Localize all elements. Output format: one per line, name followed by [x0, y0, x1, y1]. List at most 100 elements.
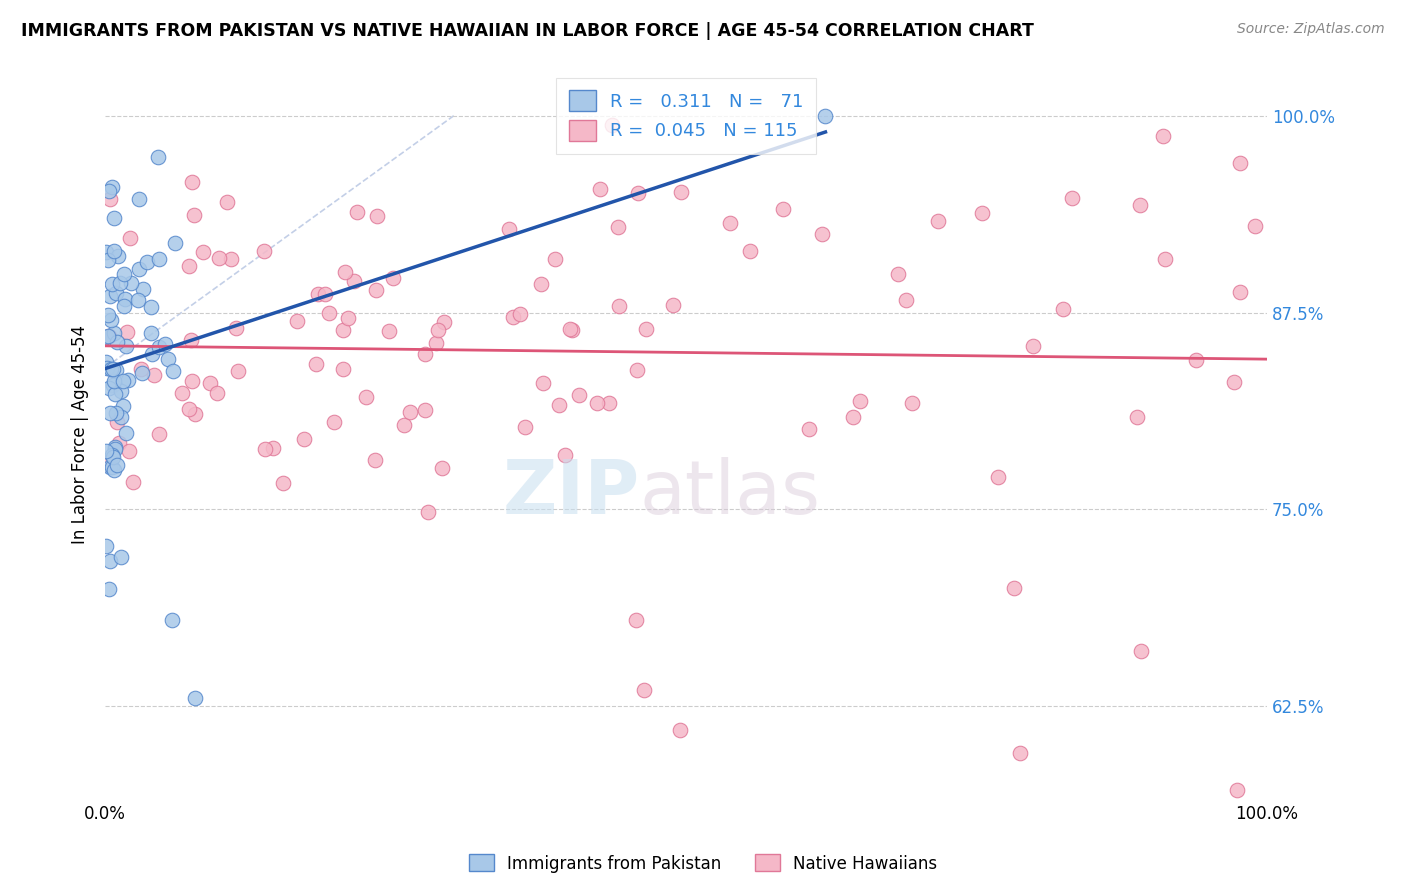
Point [131, 366, 153, 380]
Point [191, 244, 214, 259]
Point [718, 216, 741, 230]
Point [177, 402, 200, 417]
Y-axis label: In Labor Force | Age 45-54: In Labor Force | Age 45-54 [72, 325, 89, 544]
Point [97, 381, 120, 395]
Point [219, 252, 242, 267]
Point [96, 443, 118, 458]
Point [560, 323, 582, 337]
Point [433, 315, 456, 329]
Point [110, 549, 132, 564]
Point [1125, 410, 1147, 425]
Point [118, 230, 141, 244]
Point [606, 219, 628, 234]
Point [163, 235, 186, 250]
Point [207, 386, 229, 401]
Point [381, 270, 404, 285]
Point [148, 252, 170, 266]
Point [103, 362, 125, 376]
Point [662, 298, 685, 312]
Point [253, 244, 276, 259]
Point [96, 360, 118, 375]
Point [515, 420, 537, 434]
Point [1129, 198, 1152, 212]
Point [183, 208, 205, 222]
Point [547, 398, 569, 412]
Point [180, 175, 202, 189]
Point [333, 265, 356, 279]
Point [585, 395, 607, 409]
Point [271, 476, 294, 491]
Point [96, 355, 118, 369]
Point [332, 323, 354, 337]
Point [354, 390, 377, 404]
Point [141, 347, 163, 361]
Point [607, 299, 630, 313]
Point [927, 213, 949, 227]
Point [634, 322, 657, 336]
Point [254, 442, 277, 457]
Point [740, 244, 762, 258]
Point [366, 209, 388, 223]
Point [1130, 644, 1153, 658]
Point [509, 307, 531, 321]
Point [148, 340, 170, 354]
Point [110, 384, 132, 398]
Point [101, 450, 124, 464]
Point [567, 388, 589, 402]
Point [103, 211, 125, 225]
Legend: Immigrants from Pakistan, Native Hawaiians: Immigrants from Pakistan, Native Hawaiia… [463, 847, 943, 880]
Point [425, 335, 447, 350]
Point [198, 376, 221, 390]
Point [107, 415, 129, 429]
Point [364, 283, 387, 297]
Point [98, 460, 121, 475]
Point [624, 613, 647, 627]
Point [848, 394, 870, 409]
Point [100, 277, 122, 291]
Point [104, 440, 127, 454]
Point [184, 408, 207, 422]
Point [901, 395, 924, 409]
Point [323, 416, 346, 430]
Point [217, 195, 239, 210]
Point [96, 329, 118, 343]
Point [105, 334, 128, 349]
Point [115, 338, 138, 352]
Point [633, 683, 655, 698]
Point [1222, 376, 1244, 390]
Point [896, 293, 918, 307]
Point [115, 326, 138, 340]
Point [98, 192, 121, 206]
Point [208, 251, 231, 265]
Point [128, 192, 150, 206]
Point [96, 458, 118, 472]
Point [1022, 339, 1045, 353]
Point [110, 409, 132, 424]
Point [100, 554, 122, 568]
Point [415, 347, 437, 361]
Point [103, 326, 125, 340]
Point [117, 372, 139, 386]
Point [589, 181, 612, 195]
Point [111, 374, 134, 388]
Point [292, 433, 315, 447]
Point [427, 323, 450, 337]
Point [430, 461, 453, 475]
Point [100, 448, 122, 462]
Point [112, 299, 135, 313]
Point [799, 422, 821, 436]
Point [183, 691, 205, 706]
Point [148, 426, 170, 441]
Point [162, 613, 184, 627]
Point [101, 460, 124, 475]
Point [554, 448, 576, 462]
Point [392, 418, 415, 433]
Text: atlas: atlas [640, 457, 821, 530]
Point [225, 320, 247, 334]
Point [105, 286, 128, 301]
Point [118, 444, 141, 458]
Point [96, 539, 118, 553]
Point [129, 362, 152, 376]
Point [226, 364, 249, 378]
Point [887, 267, 910, 281]
